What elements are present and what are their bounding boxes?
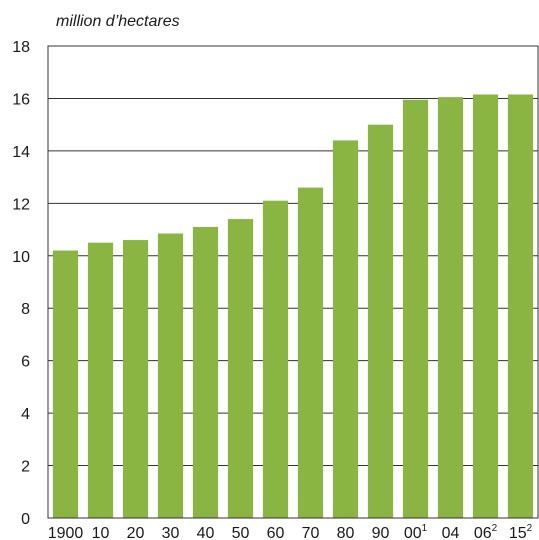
x-tick-label: 20	[127, 525, 145, 540]
x-tick-text: 10	[92, 525, 110, 540]
y-tick-label: 4	[21, 406, 30, 423]
bar	[297, 187, 324, 518]
x-tick-text: 40	[197, 525, 215, 540]
unit-label: million d’hectares	[56, 13, 180, 30]
y-tick-label: 8	[21, 301, 30, 318]
bar	[122, 240, 149, 519]
y-tick-label: 0	[21, 511, 30, 528]
x-tick-superscript: 2	[527, 523, 533, 534]
bar	[87, 242, 114, 518]
x-tick-label: 40	[197, 525, 215, 540]
bar	[227, 219, 254, 519]
x-tick-text: 20	[127, 525, 145, 540]
y-tick-label: 10	[12, 249, 30, 266]
plot-frame	[47, 45, 539, 519]
y-tick-label: 2	[21, 459, 30, 476]
x-tick-text: 06	[474, 525, 492, 540]
bar	[262, 200, 289, 518]
bar	[367, 124, 394, 519]
x-tick-label: 10	[92, 525, 110, 540]
y-tick-label: 6	[21, 354, 30, 371]
bar	[192, 226, 219, 518]
x-tick-label: 90	[372, 525, 390, 540]
x-tick-text: 50	[232, 525, 250, 540]
x-tick-label: 70	[302, 525, 320, 540]
x-tick-label: 30	[162, 525, 180, 540]
x-tick-text: 00	[404, 525, 422, 540]
y-tick-label: 16	[12, 91, 30, 108]
bar	[402, 99, 429, 518]
x-tick-labels: 1900 10 20 30 40 50 60 70 80 90 001 04 062 152	[48, 523, 533, 540]
x-tick-label: 001	[404, 523, 428, 540]
x-tick-superscript: 1	[422, 523, 428, 534]
x-tick-label: 60	[267, 525, 285, 540]
x-tick-superscript: 2	[492, 523, 498, 534]
x-tick-text: 30	[162, 525, 180, 540]
x-tick-text: 04	[442, 525, 460, 540]
x-tick-text: 15	[509, 525, 527, 540]
bar	[507, 94, 534, 518]
x-tick-label: 04	[442, 525, 460, 540]
bars	[52, 94, 534, 519]
x-tick-label: 80	[337, 525, 355, 540]
bar	[437, 97, 464, 518]
x-tick-label: 1900	[48, 525, 84, 540]
x-tick-text: 80	[337, 525, 355, 540]
x-tick-label: 152	[509, 523, 533, 540]
bar	[52, 250, 79, 519]
x-tick-text: 60	[267, 525, 285, 540]
y-tick-label: 18	[12, 39, 30, 56]
y-tick-label: 12	[12, 196, 30, 213]
y-tick-labels: 0 2 4 6 8 10 12 14 16 18	[12, 39, 30, 528]
x-tick-text: 70	[302, 525, 320, 540]
grid-lines	[48, 97, 538, 467]
y-tick-label: 14	[12, 144, 30, 161]
x-tick-text: 90	[372, 525, 390, 540]
x-tick-label: 50	[232, 525, 250, 540]
bar	[157, 233, 184, 518]
x-tick-label: 062	[474, 523, 498, 540]
bar	[472, 94, 499, 518]
bar	[332, 140, 359, 518]
x-tick-text: 1900	[48, 525, 84, 540]
